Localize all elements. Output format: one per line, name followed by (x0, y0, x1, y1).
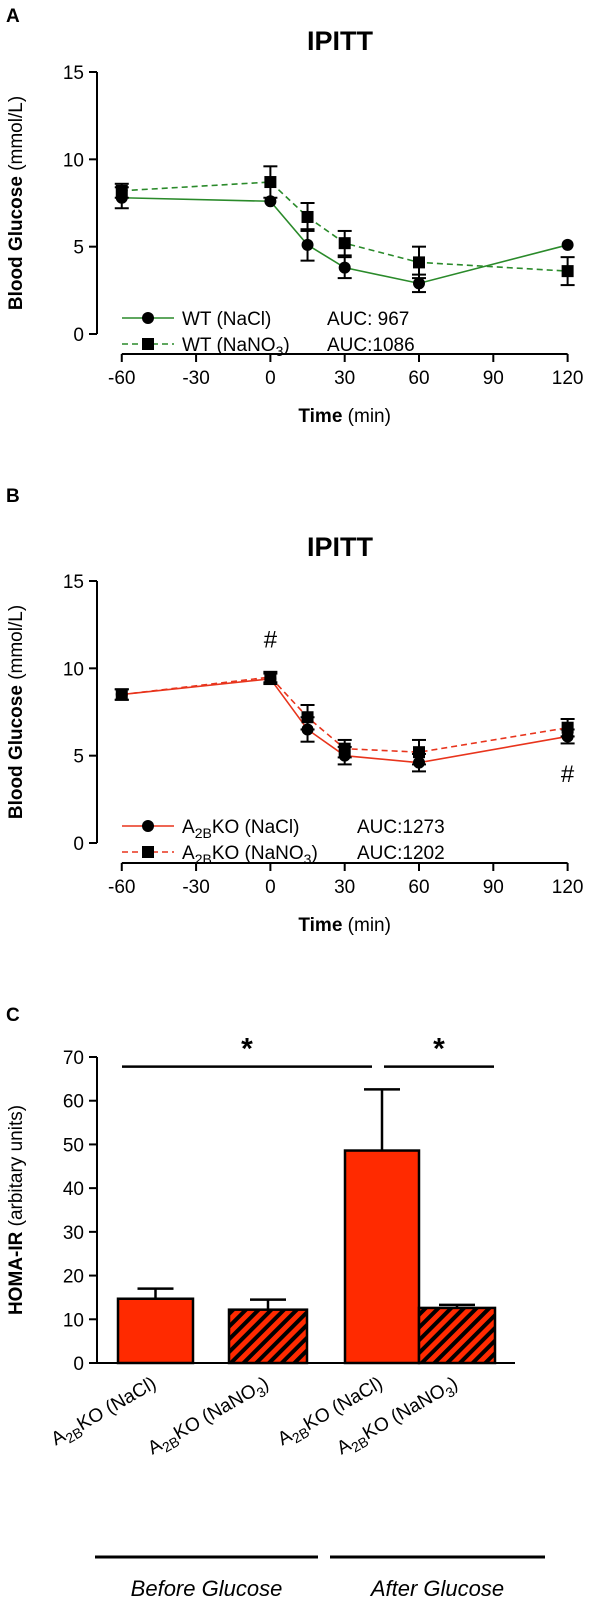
y-axis-label: HOMA-IR (arbitary units) (6, 1105, 27, 1315)
data-point (413, 256, 425, 269)
x-tick-label: 60 (408, 368, 429, 389)
y-tick-label: 5 (73, 747, 84, 768)
panel-letter: A (6, 6, 20, 27)
legend-entry: A2BKO (NaCl) AUC:1273 (122, 817, 445, 841)
y-tick-label: 0 (73, 834, 84, 855)
panel-letter: B (6, 486, 20, 507)
data-point (115, 184, 128, 197)
group-label: After Glucose (369, 1576, 504, 1601)
panel-b: B IPITT 0 5 10 15 -60 -30 0 30 60 90 120 Blood Glucos… (6, 486, 583, 936)
x-tick-label: 90 (483, 368, 504, 389)
data-point (338, 742, 351, 755)
significance-star: * (433, 1033, 445, 1066)
data-point (301, 238, 314, 251)
x-tick-label: 60 (408, 877, 429, 898)
legend-label: WT (NaCl) (182, 309, 271, 330)
chart-title: IPITT (307, 26, 374, 56)
category-label: A2BKO (NaNO3) (144, 1373, 274, 1462)
x-axis-label: Time (min) (298, 915, 391, 936)
data-point (115, 688, 128, 701)
x-tick-label: 30 (334, 877, 355, 898)
x-tick-label: 90 (483, 877, 504, 898)
data-point (264, 176, 277, 189)
x-tick-label: 120 (552, 368, 584, 389)
significance-annotation: # (264, 626, 278, 653)
y-tick-label: 15 (63, 63, 84, 84)
group-label: Before Glucose (131, 1576, 283, 1601)
data-point (301, 210, 314, 223)
legend-entry: WT (NaCl) AUC: 967 (122, 309, 409, 330)
data-point (561, 265, 574, 278)
data-point (338, 261, 351, 274)
legend-auc: AUC:1202 (357, 843, 445, 864)
y-tick-label: 50 (63, 1135, 84, 1156)
x-tick-label: 120 (552, 877, 584, 898)
x-tick-label: 0 (265, 368, 276, 389)
bar (417, 1306, 497, 1365)
legend-label: A2BKO (NaNO3) (182, 843, 318, 867)
series-1 (114, 670, 575, 766)
legend-auc: AUC:1273 (357, 817, 445, 838)
data-point (264, 671, 277, 684)
panel-a: A IPITT 0 5 10 15 -60 -30 0 30 60 90 120 Blood Glucos… (6, 6, 583, 427)
significance-star: * (241, 1033, 253, 1066)
y-tick-label: 30 (63, 1223, 84, 1244)
y-tick-label: 70 (63, 1048, 84, 1069)
legend-marker (142, 846, 154, 858)
data-point (413, 277, 425, 290)
bar (343, 1149, 421, 1365)
data-point (561, 721, 574, 734)
y-tick-label: 40 (63, 1179, 84, 1200)
y-axis-label: Blood Glucose (mmol/L) (6, 605, 27, 819)
legend-auc: AUC:1086 (327, 335, 415, 356)
significance-annotation: # (561, 761, 575, 788)
legend-entry: A2BKO (NaNO3) AUC:1202 (122, 843, 445, 867)
legend-label: A2BKO (NaCl) (182, 817, 299, 841)
legend-entry: WT (NaNO3) AUC:1086 (122, 335, 415, 359)
series-line (121, 676, 568, 753)
x-tick-label: 30 (334, 368, 355, 389)
x-tick-label: -30 (182, 368, 209, 389)
y-axis-label: Blood Glucose (mmol/L) (6, 96, 27, 310)
y-tick-label: 0 (73, 1354, 84, 1375)
series-line (121, 196, 568, 285)
legend-marker (142, 312, 154, 324)
x-tick-label: -60 (108, 368, 135, 389)
bar (227, 1308, 309, 1365)
x-tick-label: -60 (108, 877, 135, 898)
legend-label: WT (NaNO3) (182, 335, 290, 359)
data-point (413, 746, 425, 759)
series-line (121, 677, 568, 764)
y-tick-label: 5 (73, 238, 84, 259)
x-axis-label: Time (min) (298, 406, 391, 427)
x-tick-label: -30 (182, 877, 209, 898)
legend-auc: AUC: 967 (327, 309, 409, 330)
legend-marker (142, 820, 154, 832)
chart-title: IPITT (307, 532, 374, 562)
y-tick-label: 10 (63, 659, 84, 680)
y-tick-label: 15 (63, 572, 84, 593)
data-point (301, 711, 314, 724)
y-tick-label: 10 (63, 1310, 84, 1331)
data-point (561, 238, 574, 251)
bar (116, 1297, 195, 1365)
y-tick-label: 60 (63, 1092, 84, 1113)
legend-marker (142, 338, 154, 350)
y-tick-label: 0 (73, 325, 84, 346)
x-tick-label: 0 (265, 877, 276, 898)
series-1 (114, 165, 575, 287)
series-line (121, 181, 568, 272)
y-tick-label: 20 (63, 1267, 84, 1288)
panel-c: C 0 10 20 30 40 50 60 70 HOMA-IR (arbitary units)… (6, 1005, 545, 1601)
y-tick-label: 10 (63, 150, 84, 171)
data-point (338, 237, 351, 250)
panel-letter: C (6, 1005, 20, 1026)
